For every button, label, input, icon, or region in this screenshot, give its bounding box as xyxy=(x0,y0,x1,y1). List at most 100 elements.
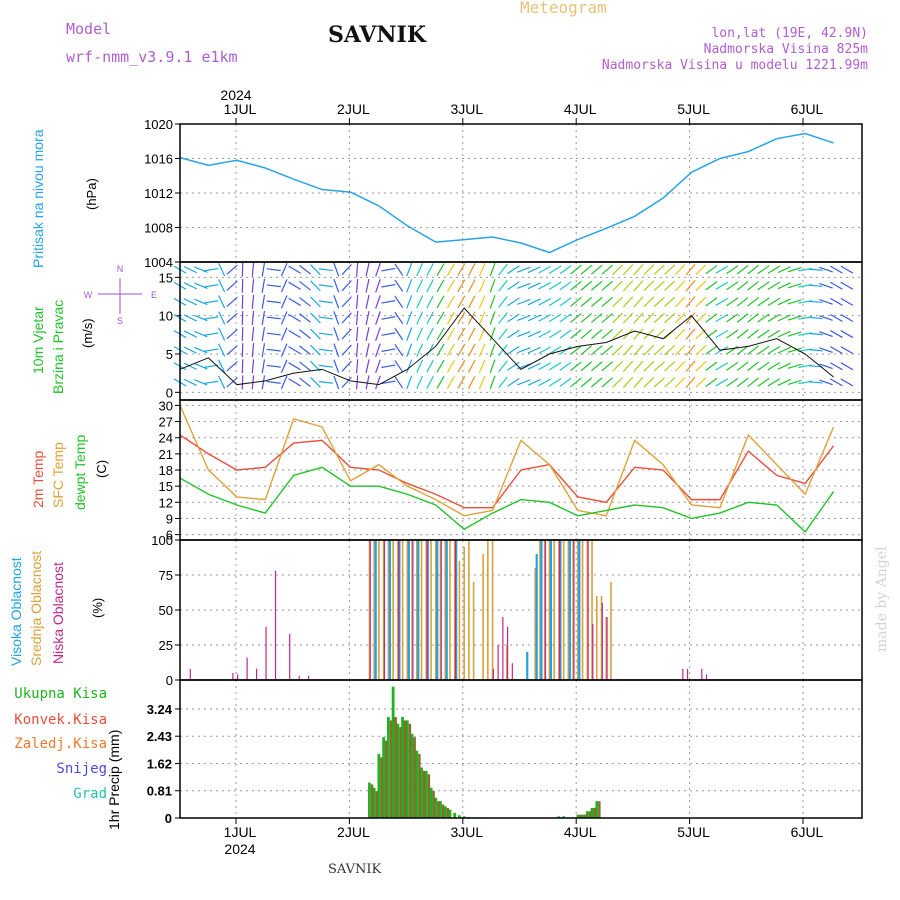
wind-arrow xyxy=(715,297,729,306)
wind-arrow xyxy=(767,313,781,323)
wind-arrow xyxy=(498,376,508,389)
wind-arrow xyxy=(261,327,266,342)
wind-arrow xyxy=(559,281,572,291)
wind-arrow xyxy=(218,359,226,373)
precip-total-bar xyxy=(424,770,428,818)
wind-arrow xyxy=(416,279,424,293)
precip-conv-bar xyxy=(422,770,426,818)
precip-bars xyxy=(368,686,601,818)
wind-arrow xyxy=(218,279,226,293)
top-day-label-0: 1JUL xyxy=(224,101,257,117)
wind-arrow xyxy=(601,361,613,372)
wind-arrow xyxy=(830,330,843,339)
wind-arrow xyxy=(674,264,686,276)
ytick-label-1-0: 0 xyxy=(166,385,173,400)
precip-total-bar xyxy=(448,809,452,818)
wind-arrow xyxy=(570,329,582,339)
wind-arrows xyxy=(173,262,854,390)
wind-arrow xyxy=(538,362,552,371)
precip-total-bar xyxy=(429,787,433,818)
wind-arrow xyxy=(446,327,455,341)
wind-arrow xyxy=(381,332,396,336)
wind-arrow xyxy=(612,280,624,292)
wind-arrow xyxy=(622,280,634,292)
wind-arrow xyxy=(527,362,541,370)
wind-arrow xyxy=(633,264,644,276)
wind-arrow xyxy=(685,328,696,340)
wind-arrow xyxy=(548,329,562,339)
wind-arrow xyxy=(457,376,466,389)
wind-arrow xyxy=(194,298,208,306)
wind-arrow xyxy=(767,362,781,371)
wind-arrow xyxy=(767,297,781,306)
footer-station: SAVNIK xyxy=(328,862,382,877)
wind-arrow xyxy=(580,361,593,372)
wind-arrow xyxy=(674,376,686,388)
wind-arrow xyxy=(288,329,301,339)
wind-arrow xyxy=(787,379,802,386)
wind-arrow xyxy=(601,296,613,307)
wind-arrow xyxy=(819,282,833,289)
wind-arrow xyxy=(538,298,552,306)
wind-arrow xyxy=(664,280,676,291)
top-day-label-1: 2JUL xyxy=(337,101,370,117)
wind-arrow xyxy=(591,361,603,372)
ytick-label-2-8: 30 xyxy=(159,398,173,413)
wind-arrow xyxy=(527,346,541,354)
wind-arrow xyxy=(310,344,321,356)
precip-total-bar xyxy=(401,717,404,818)
wind-arrow xyxy=(280,359,288,373)
wind-arrow xyxy=(318,364,333,368)
wind-arrow xyxy=(251,327,255,342)
wind-arrow xyxy=(299,345,311,355)
wind-arrow xyxy=(517,282,531,289)
wind-arrow xyxy=(406,359,413,374)
wind-arrow xyxy=(548,281,562,290)
wind-arrow xyxy=(489,311,496,325)
wind-arrow xyxy=(527,378,541,386)
wind-arrow xyxy=(695,328,707,340)
wind-arrow xyxy=(355,343,359,358)
wind-arrow xyxy=(183,314,197,322)
legend-freezing-rain: Zaledj.Kisa xyxy=(14,736,107,752)
wind-arrow xyxy=(333,278,340,293)
precip-conv-bar xyxy=(427,774,431,818)
wind-arrow xyxy=(478,343,486,357)
wind-arrow xyxy=(591,296,603,307)
ytick-label-2-1: 9 xyxy=(166,511,173,526)
wind-arrow xyxy=(266,332,281,336)
wind-arrow xyxy=(406,375,413,390)
bottom-day-label-3: 4JUL xyxy=(564,824,597,840)
wind-arrow xyxy=(548,265,562,274)
wind-arrow xyxy=(715,265,729,274)
wind-arrow xyxy=(355,262,359,277)
precip-conv-bar xyxy=(370,784,374,818)
wind-arrow xyxy=(767,329,781,339)
wind-arrow xyxy=(580,377,593,388)
top-day-label-3: 4JUL xyxy=(564,101,597,117)
wind-arrow xyxy=(747,313,759,323)
wind-arrow xyxy=(375,262,381,277)
precip-total-bar xyxy=(415,750,419,818)
precip-total-bar xyxy=(368,782,371,818)
wind-arrow xyxy=(381,364,396,369)
wind-arrow xyxy=(381,348,396,352)
wind-arrow xyxy=(664,345,676,356)
precip-total-bar xyxy=(581,814,584,818)
wind-arrow xyxy=(527,282,541,290)
wind-arrow xyxy=(355,310,359,325)
wind-arrow xyxy=(288,378,301,387)
wind-arrow xyxy=(498,263,508,276)
wind-arrow xyxy=(757,361,770,371)
wind-arrow xyxy=(426,375,434,389)
wind-arrow xyxy=(299,329,311,339)
wind-arrow xyxy=(787,283,802,289)
wind-arrow xyxy=(310,296,321,308)
wind-arrow xyxy=(726,265,739,275)
precip-total-bar xyxy=(590,807,594,818)
wind-arrow xyxy=(736,313,749,323)
top-year-label: 2024 xyxy=(220,87,251,103)
wind-arrow xyxy=(601,264,613,275)
wind-arrow xyxy=(538,346,552,355)
wind-arrow xyxy=(406,327,413,341)
